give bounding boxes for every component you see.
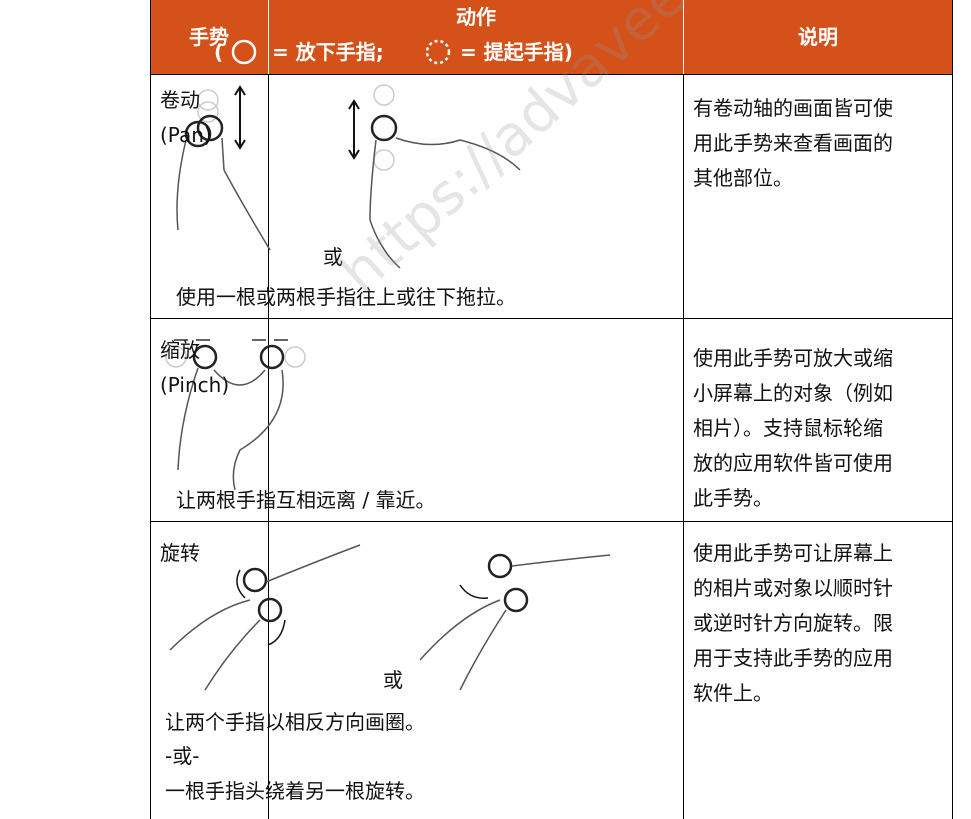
or-label: 或: [383, 668, 403, 692]
description: 有卷动轴的画面皆可使: [693, 96, 893, 120]
description: 软件上。: [693, 681, 773, 705]
caption: 让两个手指以相反方向画圈。: [165, 710, 425, 734]
header-legend: (: [214, 40, 224, 64]
caption: 一根手指头绕着另一根旋转。: [165, 779, 425, 803]
caption: 使用一根或两根手指往上或往下拖拉。: [176, 285, 516, 309]
caption: -或-: [165, 744, 200, 768]
description: 的相片或对象以顺时针: [693, 576, 893, 600]
header-legend: = 放下手指;: [272, 40, 384, 64]
header-cell: 手势: [189, 25, 229, 49]
caption: 让两根手指互相远离 / 靠近。: [176, 488, 436, 512]
description: 小屏幕上的对象（例如: [693, 381, 893, 405]
description: 使用此手势可放大或缩: [693, 346, 893, 370]
description: 用于支持此手势的应用: [693, 646, 893, 670]
border: [150, 74, 953, 75]
description: 此手势。: [693, 486, 773, 510]
gesture-name: 缩放: [160, 338, 200, 362]
border: [683, 0, 684, 74]
gesture-name: 卷动: [160, 88, 200, 112]
description: 用此手势来查看画面的: [693, 131, 893, 155]
header-legend: = 提起手指): [460, 40, 573, 64]
header-bg: [150, 0, 953, 74]
border: [683, 74, 684, 819]
border: [150, 521, 953, 522]
border: [952, 0, 953, 819]
or-label: 或: [323, 245, 343, 269]
header-cell: 说明: [798, 25, 838, 49]
description: 相片）。支持鼠标轮缩: [693, 416, 883, 440]
border: [268, 74, 269, 819]
description: 其他部位。: [693, 166, 793, 190]
border: [150, 318, 953, 319]
gesture-name: (Pan): [160, 123, 212, 147]
description: 使用此手势可让屏幕上: [693, 541, 893, 565]
description: 或逆时针方向旋转。限: [693, 611, 893, 635]
border: [268, 0, 269, 74]
border: [150, 0, 151, 819]
gesture-name: 旋转: [160, 541, 200, 565]
description: 放的应用软件皆可使用: [693, 451, 893, 475]
gesture-name: (Pinch): [160, 373, 230, 397]
header-cell: 动作: [456, 5, 496, 29]
